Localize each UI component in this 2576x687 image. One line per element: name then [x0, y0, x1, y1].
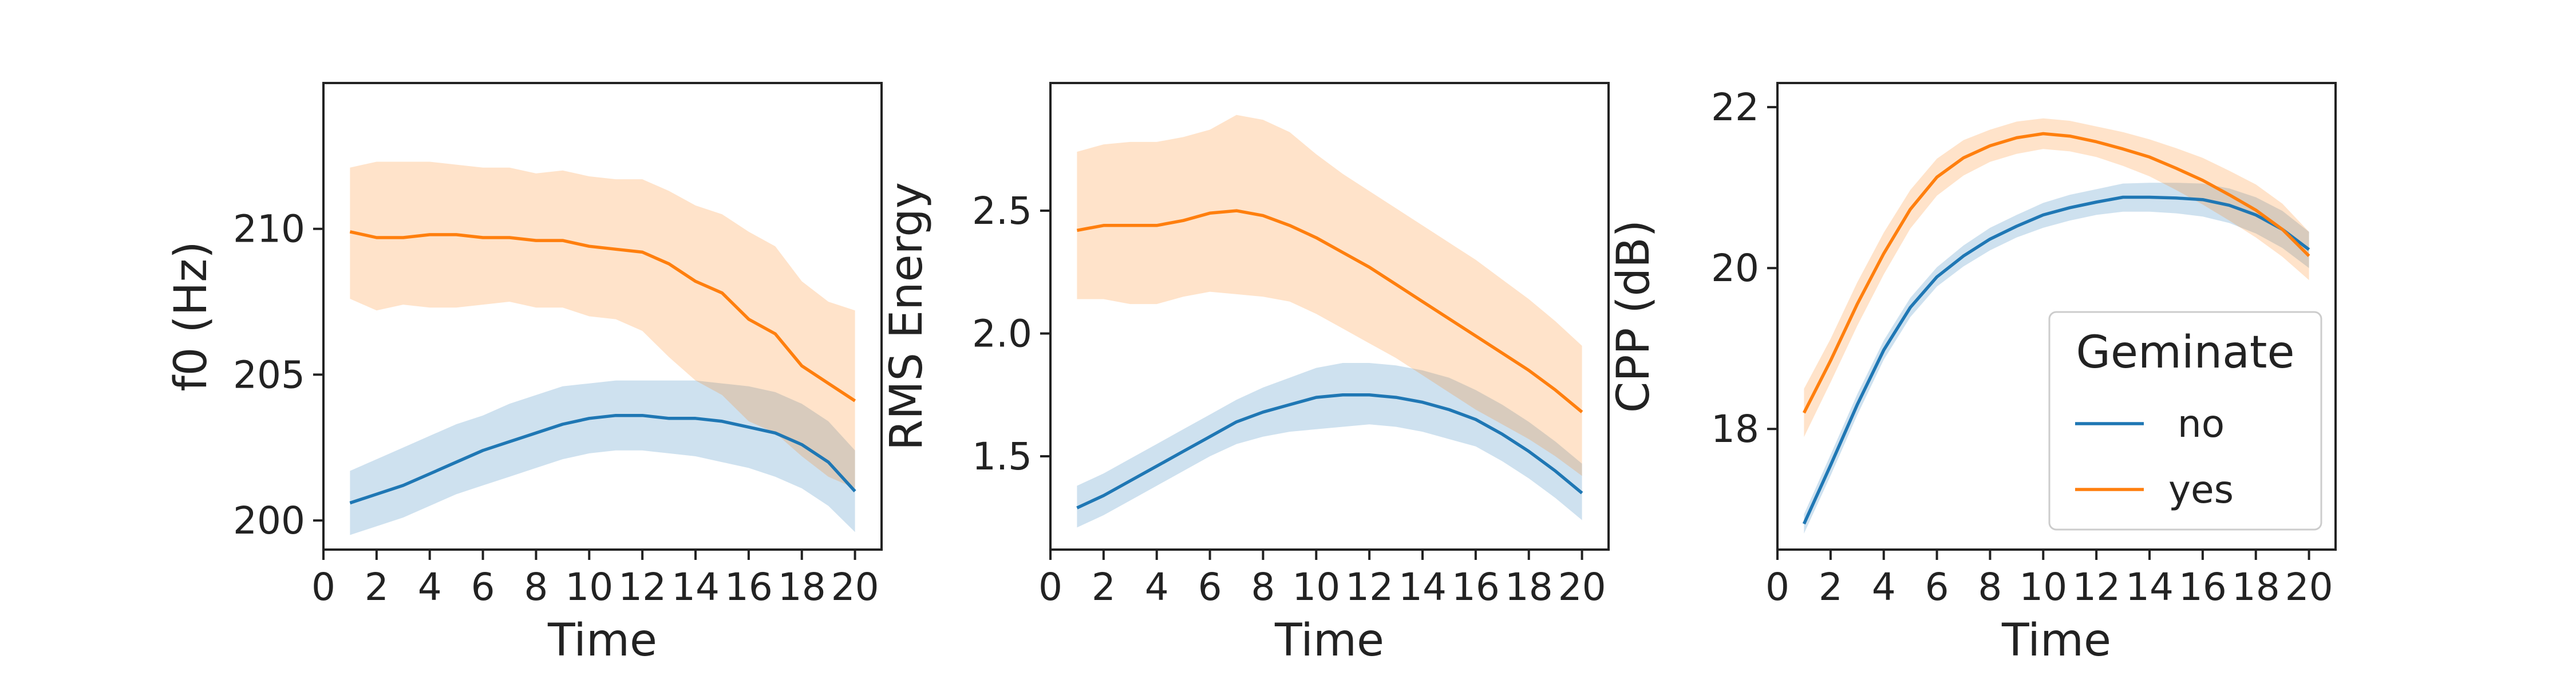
legend-label-yes: yes	[2168, 468, 2234, 512]
y-tick-label: 20	[1711, 246, 1759, 290]
x-tick-label: 2	[1092, 565, 1116, 609]
x-tick-label: 14	[2125, 565, 2174, 609]
x-tick-label: 6	[1198, 565, 1222, 609]
y-tick-label: 210	[233, 207, 305, 251]
x-tick-label: 2	[1819, 565, 1843, 609]
x-axis-label: Time	[1274, 615, 1384, 666]
y-tick-label: 1.5	[972, 435, 1032, 479]
x-tick-label: 4	[1872, 565, 1896, 609]
series-line-yes	[349, 230, 856, 402]
x-tick-label: 0	[1765, 565, 1789, 609]
y-axis-label: f0 (Hz)	[165, 241, 217, 391]
legend-title: Geminate	[2076, 327, 2295, 378]
y-tick-label: 205	[233, 353, 305, 397]
legend-label-no: no	[2178, 402, 2225, 446]
x-tick-label: 12	[1345, 565, 1393, 609]
series-line-no	[1802, 195, 2310, 525]
x-tick-label: 18	[1505, 565, 1553, 609]
y-tick-label: 22	[1711, 85, 1759, 129]
confidence-band-no	[350, 380, 855, 535]
x-tick-label: 10	[1292, 565, 1340, 609]
x-tick-label: 4	[418, 565, 442, 609]
confidence-band-yes	[1077, 114, 1582, 476]
x-tick-label: 12	[618, 565, 666, 609]
y-tick-label: 18	[1711, 407, 1759, 451]
x-axis-label: Time	[2001, 615, 2111, 666]
series-line-yes	[1076, 209, 1583, 413]
x-tick-label: 8	[1978, 565, 2002, 609]
chart-panel-1: 0 2 4 6 8 10 12 14 16 18 20 200 205 210 Time f0 (Hz)	[165, 82, 883, 666]
x-tick-label: 0	[311, 565, 335, 609]
x-tick-label: 16	[2179, 565, 2227, 609]
chart-panel-2: 0 2 4 6 8 10 12 14 16 18 20 1.5 2.0 2.5 Time RMS Energy	[881, 82, 1610, 666]
axes-frame	[322, 82, 883, 551]
x-tick-label: 16	[1452, 565, 1500, 609]
plot-area	[1802, 118, 2310, 534]
confidence-band-no	[1077, 363, 1582, 528]
confidence-band-yes	[1804, 118, 2309, 437]
x-tick-label: 6	[471, 565, 495, 609]
x-tick-label: 6	[1925, 565, 1949, 609]
axes-frame	[1049, 82, 1610, 551]
x-tick-label: 18	[778, 565, 826, 609]
axes-frame	[1776, 82, 2337, 551]
y-tick-label: 2.5	[972, 189, 1032, 233]
x-axis-label: Time	[547, 615, 657, 666]
plot-area	[349, 161, 856, 535]
x-tick-label: 14	[1398, 565, 1447, 609]
x-tick-label: 10	[2019, 565, 2067, 609]
x-tick-label: 16	[725, 565, 773, 609]
confidence-band-yes	[350, 161, 855, 488]
x-tick-label: 8	[1251, 565, 1275, 609]
x-tick-label: 20	[831, 565, 879, 609]
x-tick-label: 2	[365, 565, 389, 609]
x-tick-label: 18	[2232, 565, 2280, 609]
x-tick-label: 8	[524, 565, 548, 609]
x-tick-label: 10	[565, 565, 613, 609]
legend: Geminate no yes	[2048, 311, 2322, 531]
x-tick-label: 12	[2072, 565, 2120, 609]
x-tick-label: 14	[671, 565, 720, 609]
x-tick-label: 4	[1145, 565, 1169, 609]
series-line-no	[349, 413, 856, 505]
x-tick-label: 20	[2285, 565, 2333, 609]
y-axis-label: CPP (dB)	[1608, 220, 1660, 413]
legend-box	[2048, 311, 2322, 531]
series-line-yes	[1802, 132, 2310, 414]
plot-area	[1076, 114, 1583, 528]
y-axis-label: RMS Energy	[881, 182, 933, 451]
y-tick-label: 200	[233, 499, 305, 543]
x-tick-label: 0	[1038, 565, 1062, 609]
x-tick-label: 20	[1558, 565, 1606, 609]
y-tick-label: 2.0	[972, 312, 1032, 356]
series-line-no	[1076, 393, 1583, 510]
